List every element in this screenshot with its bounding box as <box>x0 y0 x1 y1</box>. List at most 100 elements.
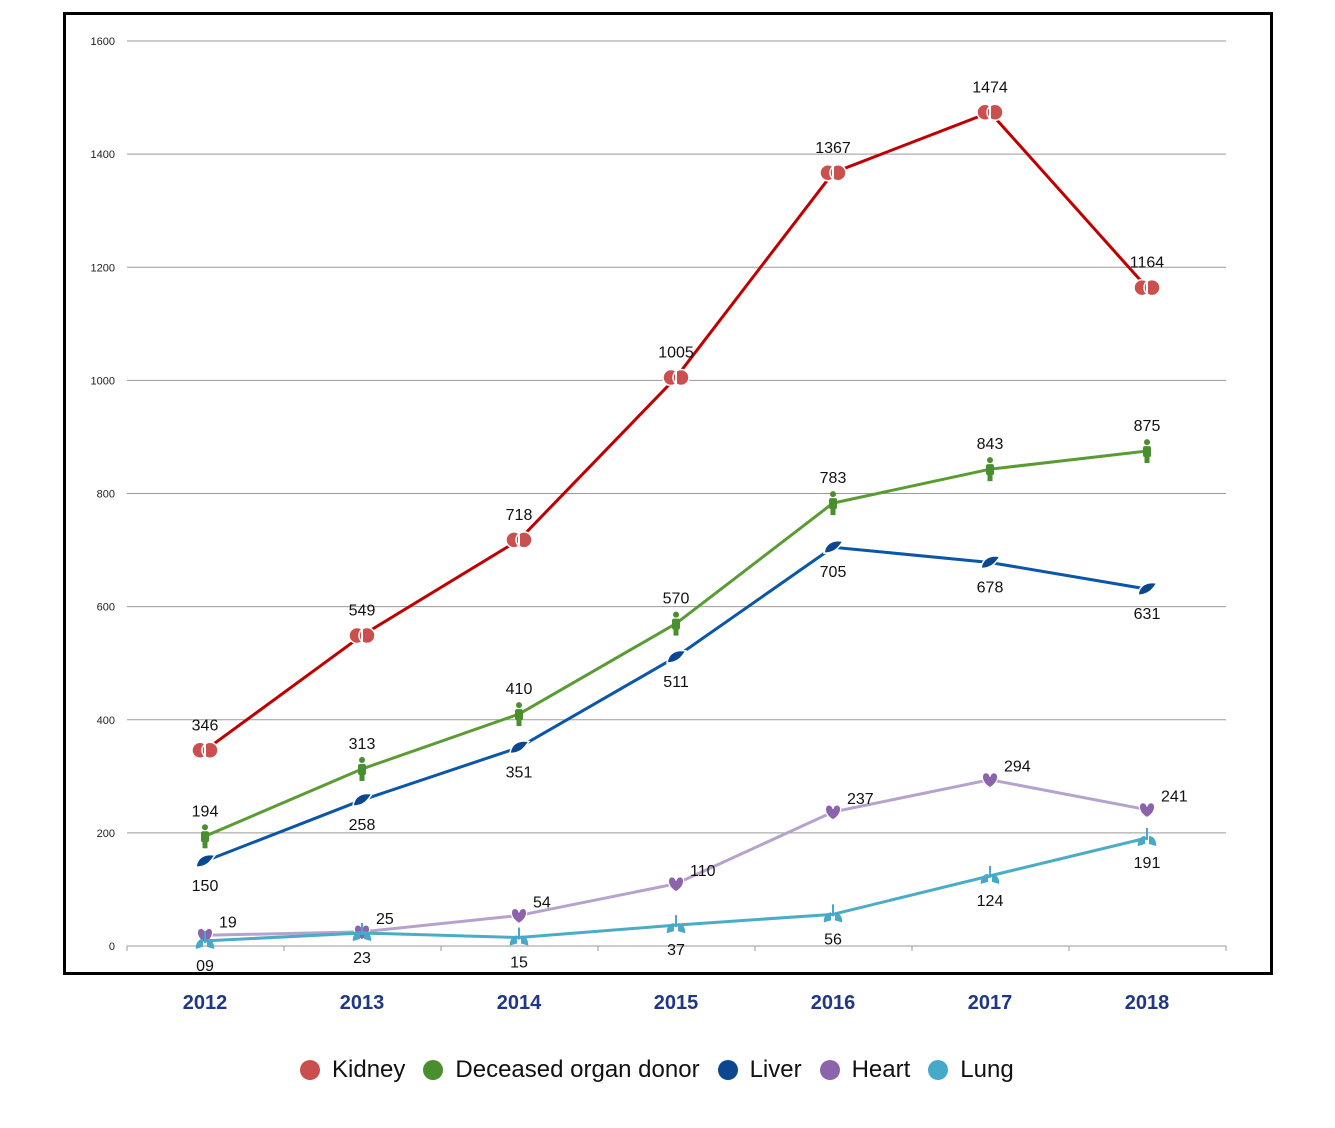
lung-icon <box>195 930 215 949</box>
series-line <box>204 778 1148 937</box>
x-tick-label: 2013 <box>340 992 385 1014</box>
series-heart: 19 25 54 110 237 294 241 <box>196 759 1188 944</box>
legend-swatch-heart <box>819 1060 840 1080</box>
data-label: 237 <box>847 791 874 808</box>
legend-label-donor: Deceased organ donor <box>455 1056 700 1083</box>
lung-icon <box>666 915 686 934</box>
person-icon <box>1143 439 1151 464</box>
data-label: 19 <box>219 914 237 931</box>
series-lung: 09 23 15 37 56 124 191 <box>195 827 1161 975</box>
x-tick-label: 2012 <box>183 992 228 1014</box>
x-tick-label: 2014 <box>497 992 542 1014</box>
data-label: 37 <box>667 942 685 959</box>
person-icon <box>986 457 994 482</box>
liver-icon <box>509 740 531 755</box>
data-label: 54 <box>533 894 551 911</box>
data-label: 56 <box>824 931 842 948</box>
legend-label-heart: Heart <box>851 1056 911 1083</box>
data-label: 631 <box>1134 606 1161 623</box>
y-tick-label: 1400 <box>91 149 115 161</box>
y-tick-label: 1600 <box>91 36 115 48</box>
data-label: 110 <box>690 863 716 880</box>
liver-icon <box>1137 581 1159 596</box>
legend-label-kidney: Kidney <box>332 1056 406 1083</box>
lung-icon <box>823 904 843 923</box>
legend-item-liver: Liver <box>717 1056 802 1084</box>
data-label: 875 <box>1134 418 1161 435</box>
heart-icon <box>1138 802 1156 819</box>
series-liver: 150 258 351 511 705 678 631 <box>192 540 1161 895</box>
person-icon <box>672 611 680 636</box>
data-label: 150 <box>192 878 219 895</box>
liver-icon <box>195 853 217 868</box>
person-icon <box>201 824 209 849</box>
legend-swatch-donor <box>423 1060 444 1080</box>
person-icon <box>829 491 837 516</box>
legend-swatch-lung <box>928 1060 949 1080</box>
heart-icon <box>981 772 999 789</box>
data-label: 570 <box>663 591 690 608</box>
heart-icon <box>510 907 528 925</box>
legend-item-lung: Lung <box>928 1056 1014 1084</box>
lung-icon <box>1137 827 1157 846</box>
data-label: 718 <box>506 507 533 524</box>
data-label: 194 <box>192 803 219 820</box>
liver-icon <box>823 540 845 554</box>
y-tick-label: 1200 <box>91 262 115 274</box>
person-icon <box>358 756 366 781</box>
data-label: 346 <box>192 717 219 734</box>
data-label: 124 <box>977 893 1004 910</box>
legend: Kidney Deceased organ donor Liver Heart … <box>300 1056 1032 1084</box>
kidney-icon <box>819 164 847 182</box>
y-tick-label: 0 <box>109 941 115 953</box>
x-tick-label: 2015 <box>654 992 699 1014</box>
data-label: 783 <box>820 470 847 487</box>
legend-label-lung: Lung <box>960 1056 1014 1083</box>
legend-item-heart: Heart <box>819 1056 911 1084</box>
lung-icon <box>352 922 372 941</box>
kidney-icon <box>662 368 690 387</box>
kidney-icon <box>348 626 376 645</box>
series-kidney: 346 549 718 1005 1367 1474 1164 <box>191 79 1165 760</box>
x-tick-label: 2016 <box>811 992 856 1014</box>
data-label: 843 <box>977 436 1004 453</box>
lung-icon <box>509 927 529 946</box>
y-tick-label: 600 <box>97 602 115 614</box>
series-line <box>204 449 1148 838</box>
series-deceased-organ-donor: 194 313 410 570 783 843 875 <box>192 418 1161 849</box>
data-label: 1474 <box>972 79 1008 96</box>
data-label: 511 <box>663 674 689 691</box>
liver-icon <box>666 649 688 664</box>
heart-icon <box>824 804 842 821</box>
data-label: 351 <box>506 764 533 781</box>
data-label: 15 <box>510 955 528 972</box>
kidney-icon <box>191 741 219 760</box>
liver-icon <box>980 555 1002 570</box>
data-label: 410 <box>506 681 533 698</box>
y-tick-label: 800 <box>97 489 115 501</box>
heart-icon <box>667 876 685 893</box>
data-label: 258 <box>349 817 376 834</box>
data-label: 313 <box>349 736 376 753</box>
liver-icon <box>352 792 374 807</box>
data-label: 1164 <box>1130 255 1165 272</box>
y-tick-label: 400 <box>97 715 115 727</box>
line-chart: 0 200 400 600 800 1000 1200 1400 1600 2012 2013 201… <box>91 36 1227 1014</box>
data-label: 09 <box>196 958 214 975</box>
data-label: 549 <box>349 602 376 619</box>
data-label: 705 <box>820 564 847 581</box>
kidney-icon <box>976 103 1004 122</box>
y-tick-label: 1000 <box>91 375 115 387</box>
data-label: 1005 <box>658 345 694 362</box>
x-tick-label: 2017 <box>968 992 1013 1014</box>
legend-label-liver: Liver <box>749 1056 802 1083</box>
kidney-icon <box>505 531 533 549</box>
data-label: 25 <box>376 911 394 928</box>
legend-item-donor: Deceased organ donor <box>423 1056 700 1084</box>
lung-icon <box>980 865 1000 884</box>
data-label: 294 <box>1004 759 1031 776</box>
legend-swatch-kidney <box>300 1060 320 1080</box>
x-tick-label: 2018 <box>1125 992 1170 1014</box>
data-label: 191 <box>1134 855 1161 872</box>
legend-swatch-liver <box>717 1060 738 1080</box>
